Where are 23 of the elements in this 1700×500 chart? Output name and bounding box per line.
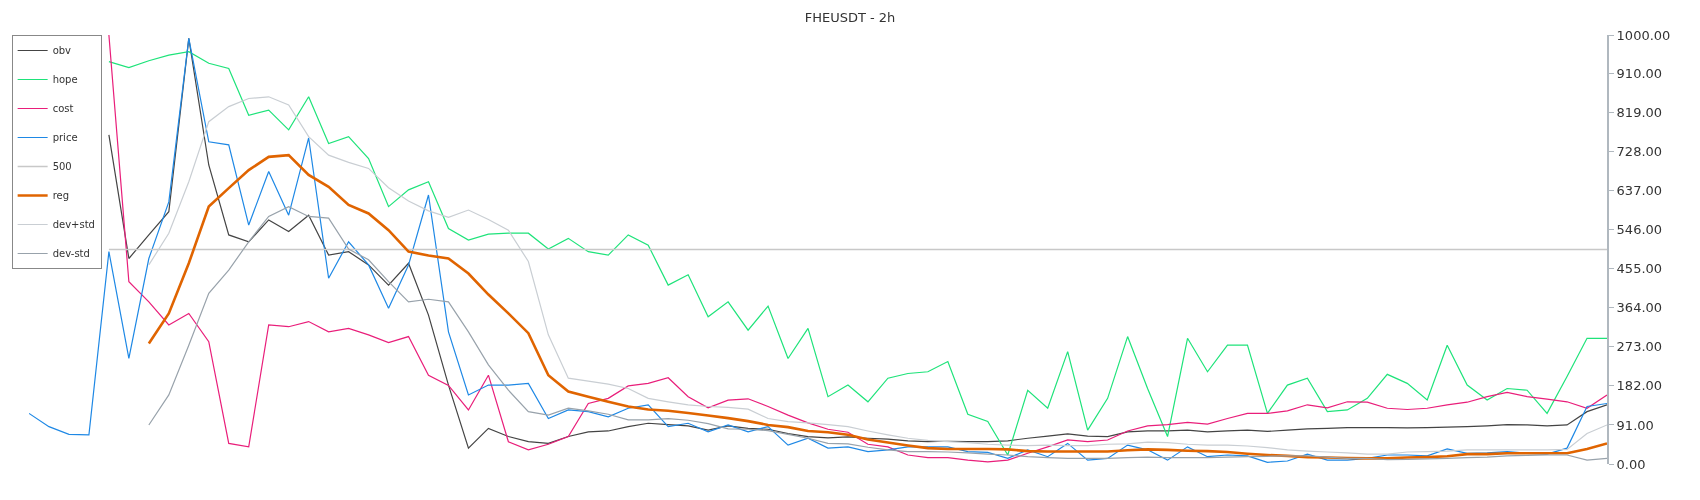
y-tick-label: 182.00 — [1616, 378, 1663, 394]
y-tick-label: 273.00 — [1616, 339, 1663, 355]
y-tick-label: 910.00 — [1616, 66, 1663, 82]
legend-label: hope — [52, 74, 78, 86]
y-tick-label: 728.00 — [1616, 144, 1663, 160]
legend-label: price — [52, 132, 78, 144]
legend-label: 500 — [52, 161, 72, 173]
legend-label: obv — [52, 45, 72, 57]
y-tick-label: 1000.00 — [1616, 27, 1671, 43]
y-tick-label: 455.00 — [1616, 261, 1663, 277]
legend-label: cost — [52, 103, 74, 115]
legend-label: dev-std — [52, 248, 90, 260]
line-series — [148, 206, 1607, 461]
line-series — [147, 153, 1607, 460]
y-tick-label: 0.00 — [1616, 456, 1646, 472]
y-tick-label: 546.00 — [1616, 222, 1663, 238]
y-tick-label: 819.00 — [1616, 105, 1663, 121]
y-tick-label: 91.00 — [1616, 417, 1654, 433]
legend-label: reg — [52, 190, 70, 202]
chart-title: FHEUSDT - 2h — [804, 9, 896, 25]
y-tick-label: 637.00 — [1616, 183, 1663, 199]
legend-label: dev+std — [52, 219, 95, 231]
y-tick-label: 364.00 — [1616, 300, 1663, 316]
